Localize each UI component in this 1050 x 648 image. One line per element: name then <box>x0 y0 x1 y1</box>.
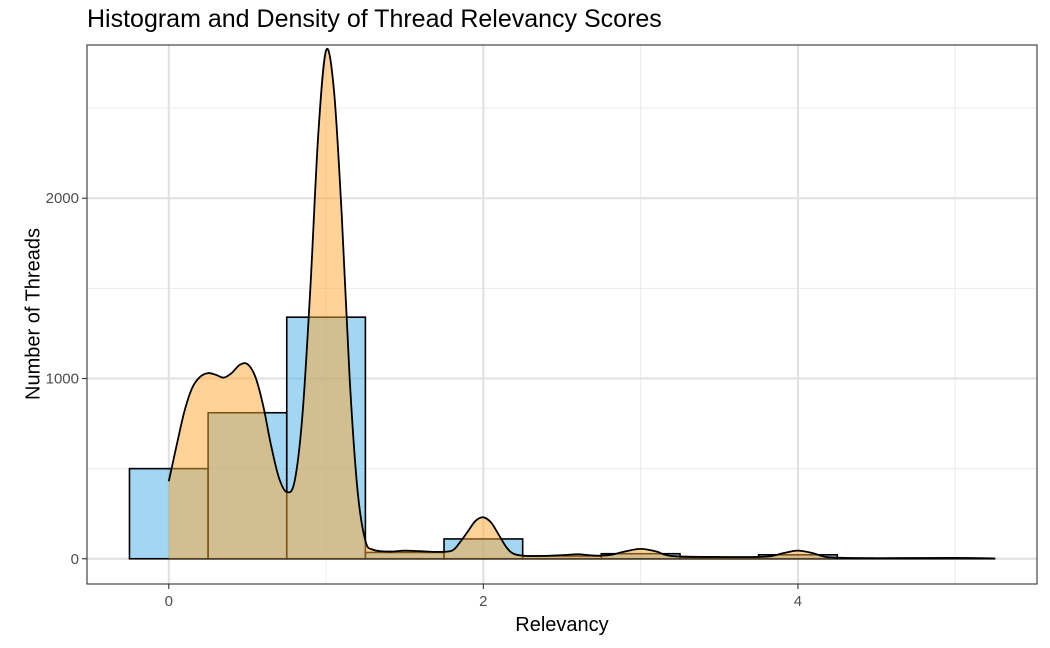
y-tick-label: 2000 <box>46 190 79 207</box>
chart-title: Histogram and Density of Thread Relevanc… <box>87 5 662 33</box>
density-line <box>167 47 995 560</box>
density-layer <box>167 47 995 560</box>
x-tick-label: 4 <box>794 593 802 610</box>
y-ticks: 0 1000 2000 <box>46 190 87 568</box>
x-tick-label: 0 <box>165 593 173 610</box>
density-area <box>168 48 995 559</box>
x-tick-label: 2 <box>479 593 487 610</box>
y-tick-label: 0 <box>71 551 79 568</box>
x-ticks: 0 2 4 <box>165 584 802 610</box>
x-axis-label: Relevancy <box>515 614 609 636</box>
y-tick-label: 1000 <box>46 370 79 387</box>
plot-border <box>86 44 1038 585</box>
